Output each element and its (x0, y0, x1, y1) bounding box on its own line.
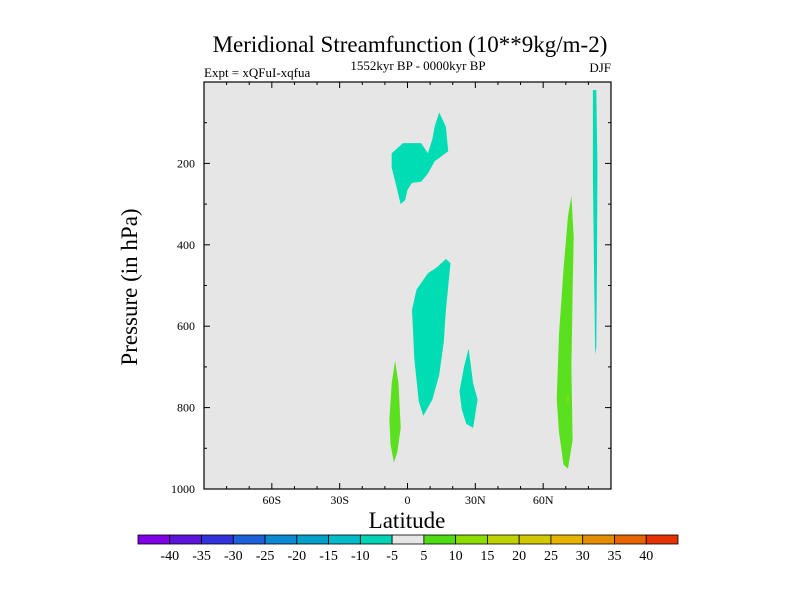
contour-region-pos-eq (389, 360, 401, 463)
colorbar-label: -15 (319, 549, 338, 564)
plot-background (204, 82, 611, 489)
colorbar: -40 -35 -30 -25 -20 -15 -10 -5 5 10 15 20 25 30 35 40 (137, 534, 679, 564)
y-tick-label: 1000 (171, 482, 195, 496)
y-tick-label: 600 (177, 319, 195, 333)
x-tick-label: 60N (533, 493, 554, 507)
colorbar-label: 30 (576, 549, 590, 564)
colorbar-swatch (137, 534, 171, 545)
colorbar-swatch (328, 534, 361, 545)
colorbar-label: 35 (607, 549, 621, 564)
contour-region-neg-mid (412, 259, 451, 416)
colorbar-swatch (201, 534, 234, 545)
x-axis-label: Latitude (369, 508, 446, 533)
colorbar-swatch (550, 534, 584, 545)
colorbar-swatch (487, 534, 520, 545)
colorbar-swatch (423, 534, 457, 545)
y-tick-label: 200 (177, 156, 195, 170)
colorbar-swatch (264, 534, 298, 545)
colorbar-swatch (391, 534, 425, 545)
contour-region-pos-high (556, 196, 574, 469)
colorbar-swatch (455, 534, 488, 545)
x-tick-label: 0 (405, 493, 411, 507)
colorbar-swatch (518, 534, 552, 545)
colorbar-label: 40 (639, 549, 653, 564)
x-axis: 60S 30S 0 30N 60N (226, 82, 589, 507)
plot-area: 60S 30S 0 30N 60N 200 400 600 800 1000 (171, 81, 612, 507)
colorbar-label: -25 (256, 549, 275, 564)
colorbar-label: -10 (351, 549, 370, 564)
colorbar-swatch (359, 534, 393, 545)
contour-region-neg-upper (391, 112, 449, 205)
y-axis-label: Pressure (in hPa) (117, 208, 142, 365)
colorbar-swatch (614, 534, 647, 545)
colorbar-label: 20 (512, 549, 526, 564)
chart-title: Meridional Streamfunction (10**9kg/m-2) (213, 32, 608, 57)
colorbar-label: 15 (480, 549, 494, 564)
colorbar-swatch (582, 534, 615, 545)
x-tick-label: 60S (262, 493, 281, 507)
contour-region-neg-polar (592, 90, 598, 355)
chart-subtitle-center: 1552kyr BP - 0000kyr BP (350, 58, 485, 73)
colorbar-swatch (169, 534, 202, 545)
colorbar-label: -40 (160, 549, 179, 564)
colorbar-label: -30 (224, 549, 243, 564)
colorbar-label: -20 (287, 549, 306, 564)
colorbar-swatch (296, 534, 329, 545)
y-tick-label: 400 (177, 238, 195, 252)
colorbar-swatch (232, 534, 266, 545)
colorbar-label: -5 (386, 549, 398, 564)
y-tick-label: 800 (177, 401, 195, 415)
chart-subtitle-left: Expt = xQFuI-xqfua (204, 65, 310, 80)
colorbar-label: 25 (544, 549, 558, 564)
chart-subtitle-right: DJF (589, 60, 611, 75)
y-axis: 200 400 600 800 1000 (171, 122, 611, 496)
colorbar-label: 5 (420, 549, 427, 564)
contour-regions (389, 90, 598, 469)
colorbar-label: 10 (449, 549, 463, 564)
colorbar-label: -35 (192, 549, 211, 564)
contour-region-pos-high-core (567, 395, 569, 404)
x-tick-label: 30S (330, 493, 349, 507)
colorbar-swatch (645, 534, 679, 545)
x-tick-label: 30N (465, 493, 486, 507)
contour-region-neg-lower (459, 348, 478, 428)
